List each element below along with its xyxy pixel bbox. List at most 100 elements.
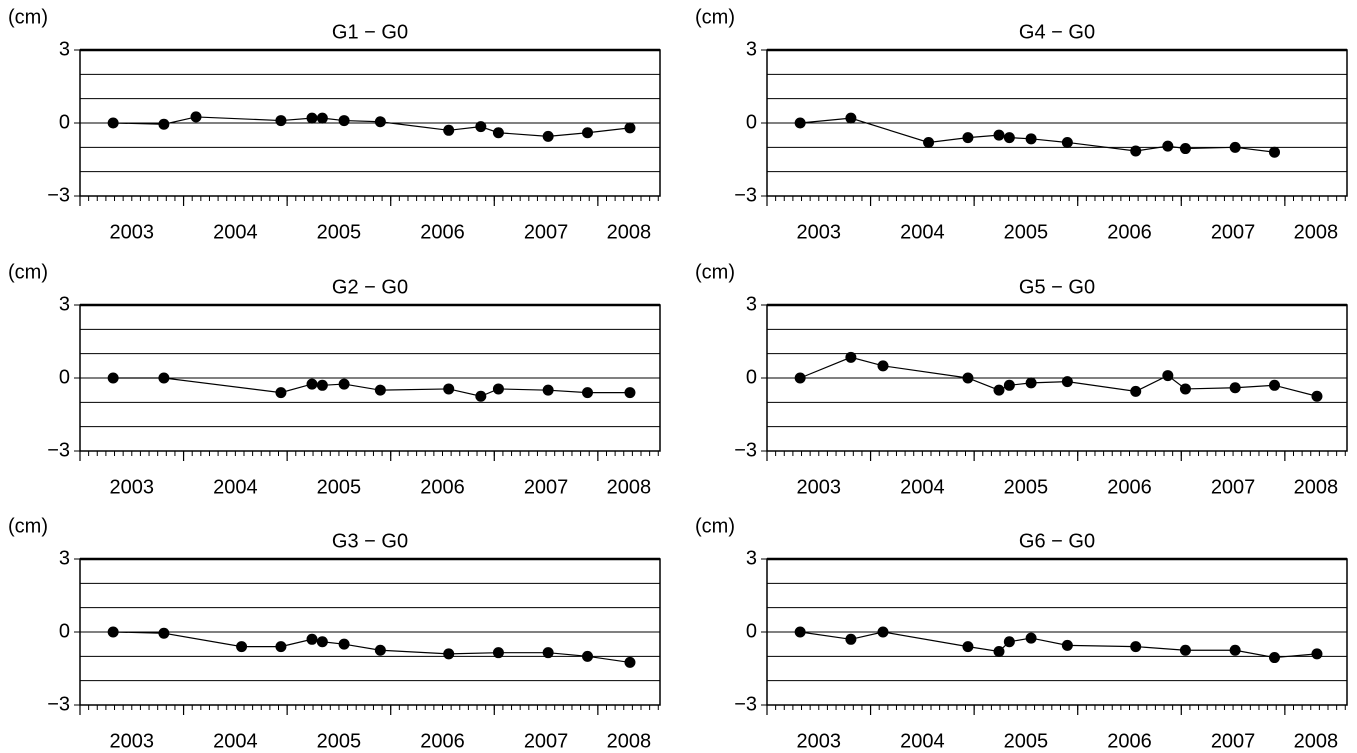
y-tick-label: 3 xyxy=(746,293,757,315)
x-tick-label: 2007 xyxy=(524,221,569,243)
data-point xyxy=(1061,639,1073,651)
data-point xyxy=(962,132,974,144)
data-point xyxy=(338,115,350,127)
x-tick-label: 2004 xyxy=(900,476,945,498)
y-tick-label: 3 xyxy=(59,38,70,60)
x-tick-label: 2003 xyxy=(110,476,155,498)
x-tick-label: 2005 xyxy=(1004,476,1049,498)
x-tick-label: 2004 xyxy=(900,730,945,752)
x-tick-label: 2004 xyxy=(213,730,258,752)
data-point xyxy=(1229,644,1241,656)
y-tick-label: −3 xyxy=(47,693,70,715)
data-point xyxy=(582,387,593,399)
data-point xyxy=(374,384,386,396)
x-tick-label: 2008 xyxy=(607,221,652,243)
data-point xyxy=(236,641,248,653)
data-point xyxy=(1179,383,1191,395)
data-point xyxy=(1269,146,1280,158)
x-tick-label: 2004 xyxy=(213,221,258,243)
series-line xyxy=(799,356,1318,397)
data-point xyxy=(158,118,170,130)
data-point xyxy=(962,641,974,653)
data-point xyxy=(275,641,287,653)
chart-title: G5 − G0 xyxy=(1019,276,1095,298)
y-axis-label: (cm) xyxy=(695,515,735,537)
data-point xyxy=(993,384,1005,396)
x-tick-label: 2004 xyxy=(900,221,945,243)
y-tick-label: 0 xyxy=(746,111,757,133)
x-tick-label: 2008 xyxy=(1294,730,1339,752)
data-point xyxy=(1229,382,1241,394)
x-tick-label: 2008 xyxy=(607,730,652,752)
data-point xyxy=(306,112,318,124)
y-tick-label: 3 xyxy=(59,547,70,569)
data-point xyxy=(475,390,487,402)
data-point xyxy=(845,112,857,124)
data-point xyxy=(1311,390,1323,402)
y-tick-label: −3 xyxy=(734,184,757,206)
chart-title: G2 − G0 xyxy=(332,276,408,298)
x-tick-label: 2006 xyxy=(420,221,465,243)
data-point xyxy=(542,130,554,142)
data-point xyxy=(306,633,318,645)
data-point xyxy=(1003,636,1015,648)
data-point xyxy=(1061,376,1073,388)
data-point xyxy=(794,626,806,638)
data-point xyxy=(993,129,1005,141)
data-point xyxy=(107,372,119,384)
data-point xyxy=(275,115,287,127)
chart-title: G6 − G0 xyxy=(1019,530,1095,552)
x-tick-label: 2008 xyxy=(607,476,652,498)
x-tick-label: 2007 xyxy=(524,476,569,498)
y-tick-label: 0 xyxy=(746,620,757,642)
data-point xyxy=(1003,132,1015,144)
data-point xyxy=(107,626,119,638)
data-point xyxy=(845,351,857,363)
data-point xyxy=(923,136,935,148)
data-point xyxy=(1179,143,1191,155)
data-point xyxy=(443,124,455,136)
data-point xyxy=(877,360,889,372)
x-tick-label: 2006 xyxy=(1107,221,1152,243)
x-tick-label: 2005 xyxy=(1004,730,1049,752)
x-tick-label: 2005 xyxy=(1004,221,1049,243)
data-point xyxy=(1003,379,1015,391)
y-tick-label: −3 xyxy=(47,184,70,206)
chart-title: G4 − G0 xyxy=(1019,21,1095,43)
x-tick-label: 2006 xyxy=(1107,476,1152,498)
x-tick-label: 2005 xyxy=(317,221,362,243)
x-tick-label: 2005 xyxy=(317,730,362,752)
data-point xyxy=(624,122,636,134)
data-point xyxy=(1269,379,1280,391)
data-point xyxy=(338,378,350,390)
x-tick-label: 2007 xyxy=(1211,476,1256,498)
y-axis-label: (cm) xyxy=(695,6,735,28)
data-point xyxy=(582,127,593,139)
y-axis-label: (cm) xyxy=(8,515,48,537)
data-point xyxy=(1025,133,1037,145)
x-tick-label: 2007 xyxy=(1211,221,1256,243)
data-point xyxy=(1269,652,1280,664)
y-tick-label: 0 xyxy=(59,366,70,388)
data-point xyxy=(1179,644,1191,656)
x-tick-label: 2003 xyxy=(797,476,842,498)
x-tick-label: 2003 xyxy=(110,221,155,243)
data-point xyxy=(492,127,504,139)
y-tick-label: −3 xyxy=(734,439,757,461)
y-tick-label: 0 xyxy=(59,620,70,642)
data-point xyxy=(542,647,554,659)
x-tick-label: 2008 xyxy=(1294,476,1339,498)
series-line xyxy=(113,631,631,664)
data-point xyxy=(475,121,487,133)
y-tick-label: 0 xyxy=(746,366,757,388)
x-tick-label: 2007 xyxy=(524,730,569,752)
data-point xyxy=(794,117,806,129)
x-tick-label: 2004 xyxy=(213,476,258,498)
data-point xyxy=(374,644,386,656)
y-tick-label: −3 xyxy=(734,693,757,715)
data-point xyxy=(1130,641,1142,653)
x-tick-label: 2003 xyxy=(797,221,842,243)
data-point xyxy=(275,387,287,399)
y-axis-label: (cm) xyxy=(8,6,48,28)
